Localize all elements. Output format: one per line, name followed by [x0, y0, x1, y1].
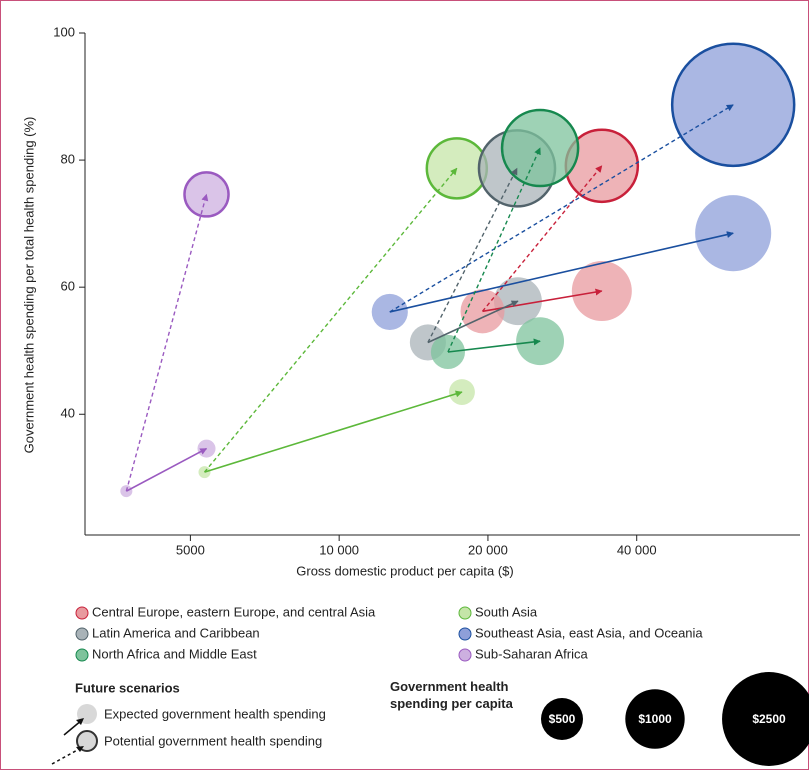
potential-arrow: [447, 147, 541, 353]
y-axis-label: Government health spending per total hea…: [21, 117, 36, 454]
legend-label: Sub-Saharan Africa: [475, 646, 589, 661]
x-axis-label: Gross domestic product per capita ($): [296, 563, 513, 578]
bubble: [198, 466, 211, 479]
legend-swatch: [75, 606, 89, 620]
bubble: [695, 195, 772, 272]
legend-swatch: [75, 648, 89, 662]
potential-arrow: [427, 167, 518, 343]
scenario-title: Future scenarios: [75, 680, 180, 695]
legend-label: Central Europe, eastern Europe, and cent…: [92, 604, 376, 619]
potential-arrow: [481, 165, 603, 312]
size-legend-bubble: [625, 689, 685, 749]
x-tick-label: 5000: [176, 542, 205, 557]
scenario-icon: [63, 704, 97, 736]
legend-swatch: [458, 648, 472, 662]
x-tick-label: 40 000: [617, 542, 657, 557]
legend-label: South Asia: [475, 604, 538, 619]
size-legend-bubble: [722, 672, 809, 766]
potential-arrow: [125, 193, 209, 492]
plot-area: [120, 42, 796, 498]
legend-swatch: [458, 627, 472, 641]
y-tick-label: 100: [53, 24, 75, 39]
x-tick-label: 10 000: [319, 542, 359, 557]
size-legend-bubble: [541, 698, 583, 740]
legend-label: Latin America and Caribbean: [92, 625, 260, 640]
y-tick-label: 60: [61, 279, 75, 294]
x-tick-label: 20 000: [468, 542, 508, 557]
expected-arrow: [447, 338, 541, 353]
expected-arrow: [204, 390, 463, 473]
scenario-label: Expected government health spending: [104, 706, 326, 721]
size-legend-label: $1000: [638, 712, 672, 726]
y-tick-label: 80: [61, 152, 75, 167]
bubble: [516, 317, 565, 366]
legend-swatch: [75, 627, 89, 641]
size-legend-title: Government health spending per capita: [390, 679, 513, 711]
legend-label: Southeast Asia, east Asia, and Oceania: [475, 625, 703, 640]
expected-arrow: [427, 300, 519, 344]
size-legend-label: $500: [549, 712, 576, 726]
scenario-label: Potential government health spending: [104, 733, 322, 748]
potential-arrow: [203, 167, 458, 473]
expected-arrow: [125, 447, 208, 492]
legend-label: North Africa and Middle East: [92, 646, 257, 661]
size-legend-label: $2500: [752, 712, 786, 726]
size-legend-title-box: Government health spending per capita: [390, 679, 513, 711]
y-tick-label: 40: [61, 406, 75, 421]
scenario-icon: [51, 730, 98, 765]
expected-arrow: [389, 231, 734, 313]
legend-swatch: [458, 606, 472, 620]
potential-arrow: [389, 104, 734, 313]
